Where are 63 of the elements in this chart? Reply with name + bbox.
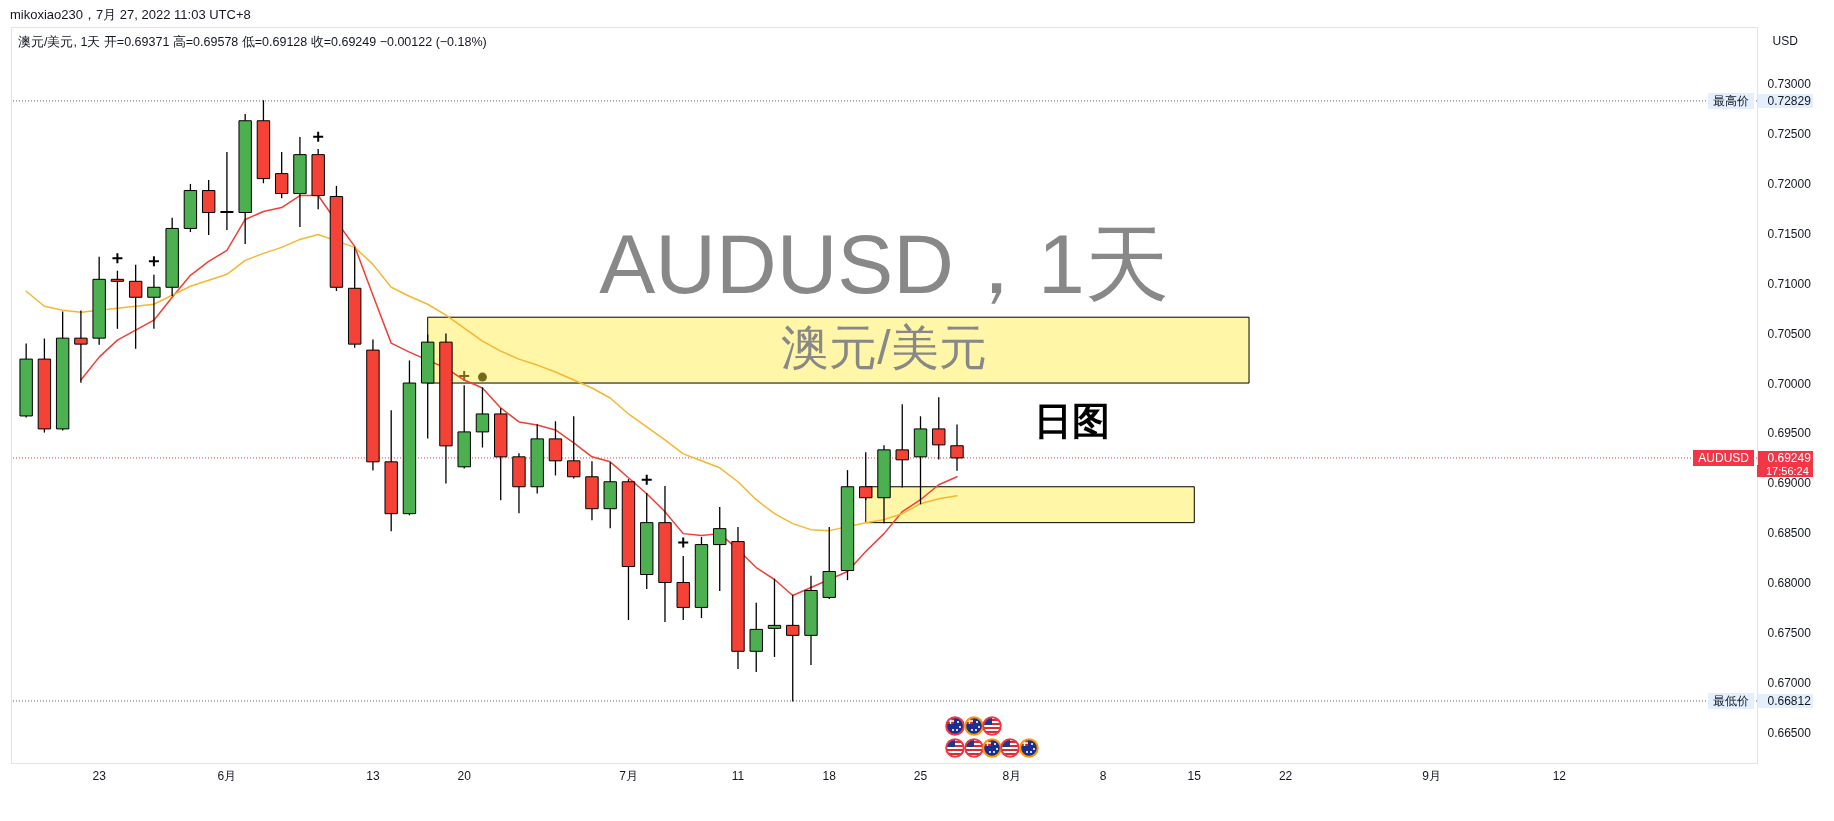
candlestick [110,270,125,329]
candlestick [932,397,946,460]
candlestick [767,578,782,657]
x-tick-label: 12 [1552,768,1567,783]
candlestick [128,264,143,349]
y-tick-label: 0.66812 [1767,694,1812,709]
x-tick-label: 13 [366,768,380,783]
text: 17:56:24 [1757,464,1813,477]
candlestick [220,152,234,231]
point [677,536,690,549]
point [312,130,325,143]
y-tick-label: 0.69000 [1767,476,1812,491]
y-tick-label: 0.69249 [1767,451,1812,466]
candlestick [201,179,216,236]
x-tick-label: 6月 [217,768,237,783]
y-tick-label: 0.68500 [1767,526,1812,541]
x-tick-label: 22 [1278,768,1293,783]
chart-title: mikoxiao230，7月 27, 2022 11:03 UTC+8 [10,6,251,24]
x-tick-label: 8 [1099,768,1107,783]
y-tick-label: 0.66500 [1767,725,1812,740]
candlestick [147,274,161,329]
text: 澳元/美元, 1天 开=0.69371 高=0.69578 低=0.69128 收=0.69249 −0.00122 (−0.18%) [18,34,487,51]
candlestick [895,404,909,488]
candlestick [859,452,873,501]
point [640,473,653,486]
x-tick-label: 23 [92,768,107,783]
candlestick [274,152,289,199]
point [147,255,160,268]
x-tick-label: 9月 [1422,768,1441,783]
x-tick-label: 7月 [619,768,638,783]
y-tick-label: 0.72829 [1767,94,1812,109]
ref-line-label: 最高价 [1708,92,1754,109]
y-tick-label: 0.71000 [1767,276,1812,291]
x-tick-label: 25 [913,768,928,783]
candlestick [749,602,763,672]
x-tick-label: 11 [731,768,745,783]
x-tick-label: 8月 [1002,768,1022,783]
candlestick [567,416,581,479]
y-axis-title: USD [1772,33,1799,48]
annotation: 日图 [1034,400,1110,442]
annotation: 澳元/美元 [781,321,987,374]
x-tick-label: 20 [457,768,472,783]
ref-line-label: 最低价 [1708,692,1754,709]
y-tick-label: 0.68000 [1767,575,1812,590]
x-tick-label: 18 [822,768,837,783]
candlestick [548,421,563,476]
candlestick [713,507,727,592]
candlestick [950,424,964,471]
point [111,252,124,265]
y-tick-label: 0.67000 [1767,675,1812,690]
y-tick-label: 0.67500 [1767,625,1812,640]
point [477,372,487,382]
x-tick-label: 15 [1187,768,1202,783]
y-tick-label: 0.70500 [1767,326,1812,341]
y-tick-label: 0.69500 [1767,426,1812,441]
y-tick-label: 0.70000 [1767,376,1812,391]
ref-line-label: AUDUSD [1693,449,1754,466]
y-tick-label: 0.71500 [1767,226,1812,241]
candlestick [475,387,490,448]
y-tick-label: 0.72000 [1767,177,1812,192]
annotation: AUDUSD，1天 [599,217,1169,311]
y-tick-label: 0.72500 [1767,127,1812,142]
y-tick-label: 0.73000 [1767,77,1812,92]
